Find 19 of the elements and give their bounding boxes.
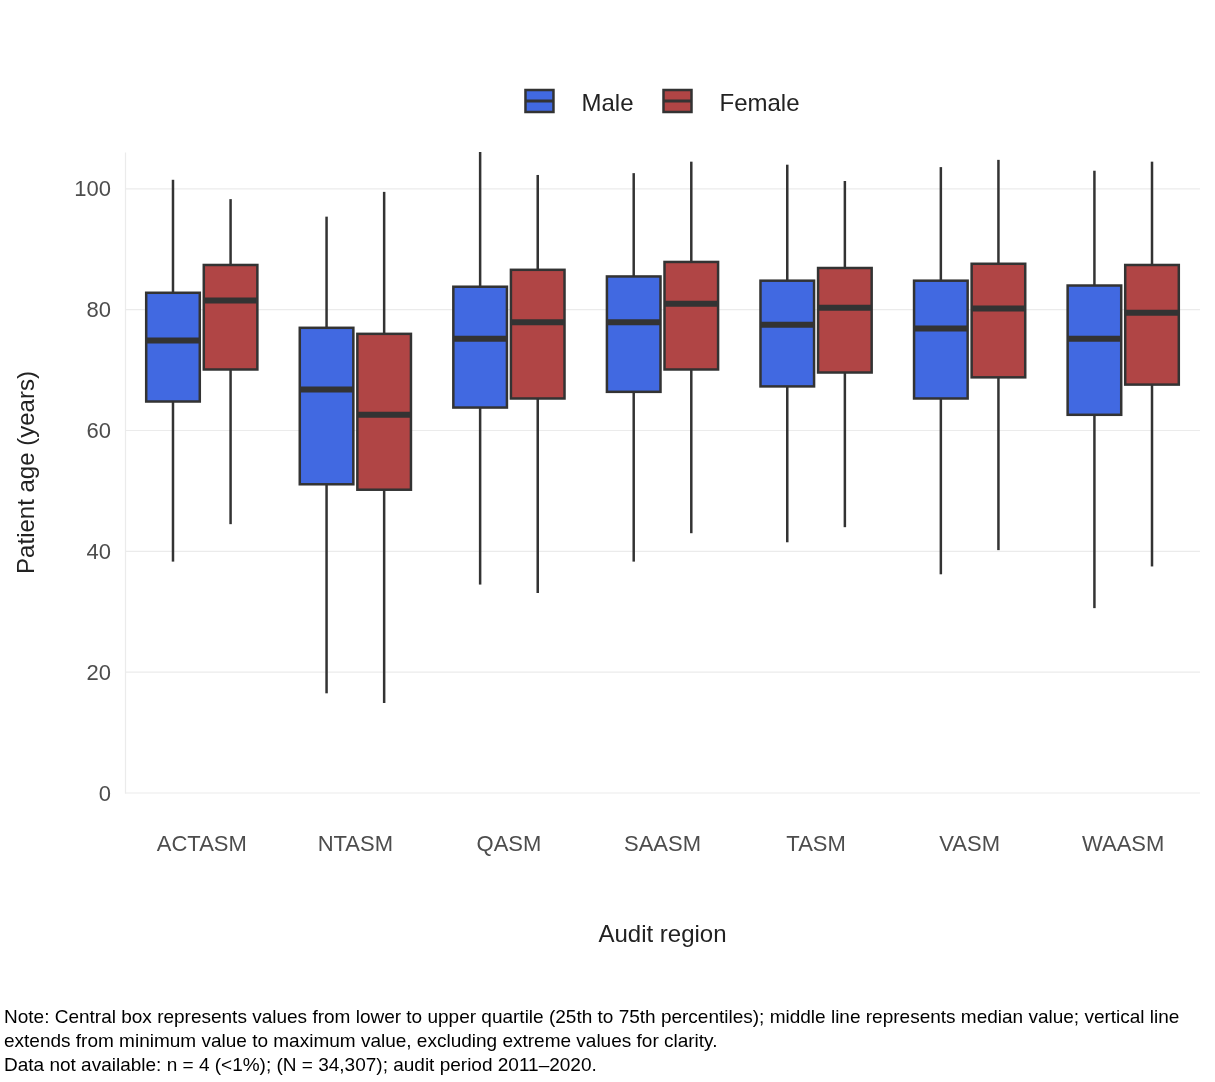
x-tick-label: WAASM [1082,830,1165,856]
x-tick-label: TASM [786,830,846,856]
text: Data not available: n = 4 (<1%); (N = 34,307); audit period 2011–2020. [4,1053,598,1077]
y-tick-label: 60 [86,418,111,444]
text: Note: Central box represents values from lower to upper quartile (25th to 75th percentiles); middle line represents median value; vertical line extends from minimum value to maximum value, excluding extreme values for clarity. [4,1005,1181,1053]
y-axis-title: Patient age (years) [12,371,39,574]
x-axis-title: Audit region [598,920,727,947]
y-tick-label: 40 [86,538,111,564]
y-tick-label: 0 [98,780,111,806]
x-tick-label: VASM [939,830,1000,856]
x-tick-label: ACTASM [156,830,247,856]
legend-label: Male [581,89,634,116]
legend-label: Female [719,89,800,116]
y-tick-label: 20 [86,659,111,685]
y-tick-label: 100 [74,176,111,202]
x-tick-label: SAASM [623,830,702,856]
x-tick-label: NTASM [317,830,394,856]
y-tick-label: 80 [86,297,111,323]
x-tick-label: QASM [476,830,542,856]
